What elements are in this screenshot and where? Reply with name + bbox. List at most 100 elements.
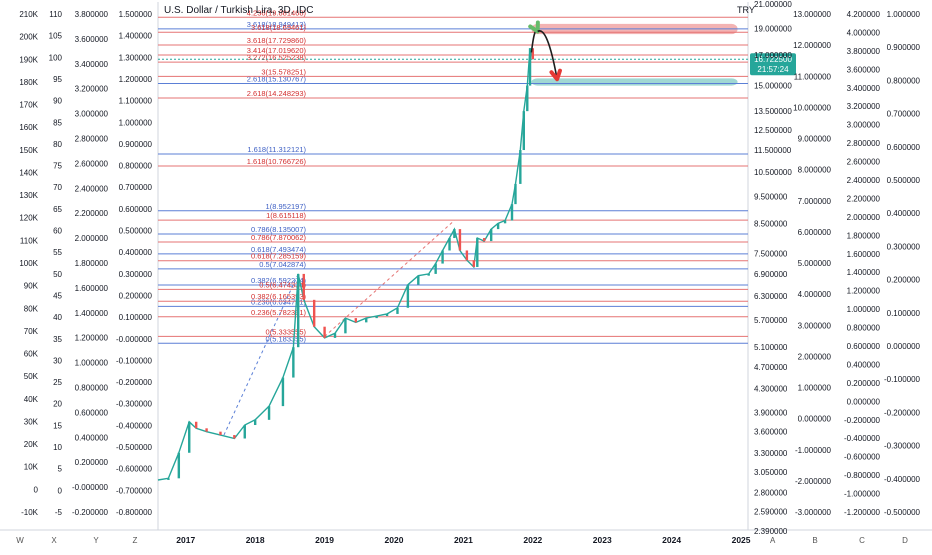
price-candle-2 [177, 452, 181, 479]
price-candle-5 [205, 428, 208, 432]
scale-D-tick-7: 0.300000 [887, 242, 921, 251]
scale-C-tick-20: 0.200000 [847, 379, 881, 388]
scale-X-tick-4: 90 [53, 97, 62, 106]
last-price-countdown: 21:57:24 [757, 65, 789, 74]
scale-Y-tick-1: 3.600000 [75, 35, 109, 44]
scale-D-tick-15: -0.500000 [884, 508, 921, 517]
fib-blue-label-9: 3.618(18.949413) [247, 20, 307, 29]
scale-W-tick-21: 0 [34, 485, 39, 494]
scale-Z-tick-21: -0.600000 [116, 465, 153, 474]
scale-X-tick-0: 110 [49, 10, 62, 19]
price-tick-15: 4.700000 [754, 363, 788, 372]
scale-Z-tick-16: -0.100000 [116, 356, 153, 365]
scale-Z-tick-5: 1.000000 [119, 118, 153, 127]
scale-D-tick-0: 1.000000 [887, 10, 921, 19]
price-candle-9 [253, 419, 257, 426]
scale-B-tick-7: 6.000000 [798, 228, 832, 237]
scale-W-tick-8: 130K [19, 191, 38, 200]
scale-Y-tick-5: 2.800000 [75, 135, 109, 144]
scale-X-tick-23: -5 [55, 508, 63, 517]
scale-Z-tick-12: 0.300000 [119, 270, 153, 279]
scale-B-tick-4: 9.000000 [798, 135, 832, 144]
scale-W-tick-19: 20K [24, 440, 39, 449]
fib-red-label-11: 3.414(17.019620) [247, 46, 307, 55]
fib-red-anchor [324, 220, 455, 337]
scale-W-tick-16: 50K [24, 372, 39, 381]
scale-Z-tick-13: 0.200000 [119, 291, 153, 300]
scale-C-tick-7: 2.800000 [847, 139, 881, 148]
scale-W-tick-22: -10K [21, 508, 39, 517]
price-candle-25 [417, 275, 420, 285]
price-tick-13: 5.700000 [754, 316, 788, 325]
x-tick-2019: 2019 [315, 535, 334, 545]
scale-B-tick-16: -3.000000 [795, 508, 832, 517]
scale-B-tick-0: 13.000000 [793, 10, 831, 19]
highlight-zone-1 [531, 78, 738, 86]
currency-label: TRY [737, 5, 755, 15]
price-tick-16: 4.300000 [754, 385, 788, 394]
price-tick-11: 6.900000 [754, 270, 788, 279]
price-candle-41 [519, 150, 522, 184]
price-tick-10: 7.500000 [754, 250, 788, 259]
price-candle-33 [472, 260, 476, 267]
fib-blue-label-2: 0.382(6.592274) [251, 276, 307, 285]
scale-W-tick-12: 90K [24, 282, 39, 291]
x-tick-2024: 2024 [662, 535, 681, 545]
price-candle-15 [312, 299, 316, 327]
price-tick-6: 11.500000 [754, 146, 792, 155]
price-candle-36 [489, 229, 493, 242]
scale-letter-A: A [770, 536, 776, 545]
price-candle-34 [476, 238, 479, 267]
projection-arrowhead-1 [549, 68, 562, 82]
price-candle-23 [396, 307, 399, 314]
price-tick-5: 12.500000 [754, 126, 792, 135]
price-tick-8: 9.500000 [754, 192, 788, 201]
fib-red-label-0: 0(5.333555) [266, 327, 307, 336]
scale-Y-tick-0: 3.800000 [75, 10, 109, 19]
scale-Y-tick-18: 0.200000 [75, 458, 109, 467]
scale-B-tick-3: 10.000000 [793, 103, 831, 112]
scale-C-tick-14: 1.400000 [847, 268, 881, 277]
fib-red-label-4: 0.618(7.285159) [251, 252, 307, 261]
price-candle-29 [448, 238, 451, 251]
scale-Z-tick-17: -0.200000 [116, 378, 153, 387]
scale-W-tick-13: 80K [24, 304, 39, 313]
scale-D-tick-1: 0.900000 [887, 43, 921, 52]
scale-W-tick-14: 70K [24, 327, 39, 336]
scale-B-tick-5: 8.000000 [798, 166, 832, 175]
fib-blue-label-7: 1.618(11.312121) [247, 145, 306, 154]
price-candle-40 [514, 183, 517, 205]
scale-C-tick-21: 0.000000 [847, 397, 881, 406]
scale-Y-tick-15: 0.800000 [75, 384, 109, 393]
scale-C-tick-15: 1.200000 [847, 287, 881, 296]
price-candle-3 [188, 421, 191, 453]
scale-B-tick-11: 2.000000 [798, 352, 832, 361]
price-candle-22 [385, 313, 389, 317]
scale-letter-Z: Z [133, 536, 138, 545]
scale-W-tick-5: 160K [19, 123, 38, 132]
scale-Z-tick-2: 1.300000 [119, 53, 153, 62]
price-tick-9: 8.500000 [754, 219, 788, 228]
fib-red-label-10: 3.272(16.525238) [247, 53, 307, 62]
scale-D-tick-6: 0.400000 [887, 209, 921, 218]
price-tick-4: 13.500000 [754, 107, 792, 116]
scale-Y-tick-17: 0.400000 [75, 433, 109, 442]
scale-C-tick-23: -0.400000 [844, 434, 881, 443]
fib-blue-label-4: 0.618(7.493474) [251, 245, 307, 254]
price-candle-32 [465, 250, 469, 261]
scale-letter-X: X [51, 536, 57, 545]
last-price-value: 16.722500 [754, 55, 792, 64]
x-tick-2025: 2025 [732, 535, 751, 545]
scale-C-tick-2: 3.800000 [847, 47, 881, 56]
price-tick-19: 3.300000 [754, 449, 788, 458]
price-candle-43 [526, 85, 529, 112]
scale-X-tick-8: 70 [53, 183, 62, 192]
price-candle-20 [365, 318, 368, 323]
scale-W-tick-10: 110K [20, 236, 39, 245]
scale-Z-tick-4: 1.100000 [119, 97, 153, 106]
price-series-line [157, 48, 534, 481]
scale-W-tick-15: 60K [24, 350, 39, 359]
scale-Y-tick-8: 2.200000 [75, 209, 109, 218]
scale-C-tick-0: 4.200000 [847, 10, 881, 19]
